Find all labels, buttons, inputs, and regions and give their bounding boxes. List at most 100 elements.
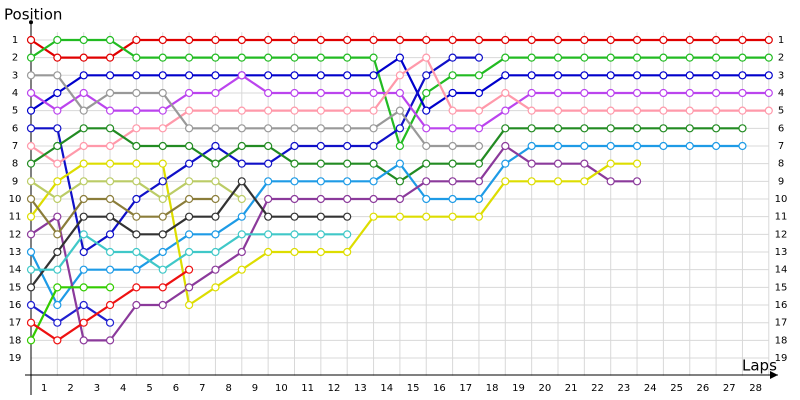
y-tick-label: 9 [12,176,18,187]
lap-marker [395,212,404,221]
lap-marker [105,247,115,257]
lap-marker [632,53,642,62]
lap-marker [132,88,141,98]
lap-marker [105,88,115,98]
lap-marker [632,124,642,133]
lap-marker [26,318,36,327]
lap-marker [185,141,194,151]
lap-marker [448,35,457,45]
lap-marker [422,212,431,221]
lap-marker [580,177,589,186]
lap-marker [685,124,694,133]
lap-marker [527,71,536,80]
lap-marker [422,177,431,186]
lap-marker [369,159,378,168]
lap-marker [26,194,36,204]
lap-marker [132,159,141,168]
lap-marker [79,159,88,168]
lap-marker [264,247,273,257]
lap-marker [105,106,115,115]
lap-marker [711,124,721,133]
lap-marker [422,53,431,62]
lap-marker [316,88,325,98]
lap-marker [685,71,694,80]
lap-marker [105,71,115,80]
lap-marker [316,53,325,62]
lap-marker [26,177,36,186]
x-tick-label: 6 [173,383,179,394]
lap-marker [237,265,246,274]
lap-marker [211,159,220,168]
lap-marker [685,141,694,151]
lap-marker [738,35,747,45]
lap-marker [53,247,62,257]
lap-marker [26,141,36,151]
y-tick-label-right: 6 [778,123,784,134]
lap-marker [79,300,88,310]
lap-marker [211,71,220,80]
lap-marker [316,247,325,257]
series-line [30,144,638,342]
y-tick-label: 7 [12,141,18,152]
lap-marker [211,194,220,204]
y-tick-label-right: 15 [775,282,788,293]
lap-marker [632,159,642,168]
y-tick-label: 12 [9,229,22,240]
x-tick-label: 28 [749,383,762,394]
lap-marker [343,106,352,115]
lap-marker [79,336,88,345]
lap-marker [395,141,404,151]
lap-marker [185,124,194,133]
lap-marker [158,177,167,186]
lap-marker [185,88,194,98]
lap-marker [395,159,404,168]
y-tick-label: 19 [9,353,22,364]
x-axis-arrow [770,371,778,379]
lap-marker [290,124,299,133]
lap-marker [105,212,115,221]
lap-marker [185,230,194,239]
lap-marker [764,106,773,115]
lap-marker [53,265,62,274]
lap-marker [343,124,352,133]
lap-marker [580,35,589,45]
lap-marker [580,141,589,151]
lap-marker [474,212,484,221]
lap-marker [79,35,88,45]
lap-marker [26,124,36,133]
lap-marker [290,230,299,239]
lap-marker [474,159,484,168]
lap-marker [343,177,352,186]
x-tick-label: 11 [301,383,314,394]
lap-marker [105,300,115,310]
lap-marker [738,53,747,62]
lap-marker [474,177,484,186]
lap-marker [527,35,536,45]
lap-marker [448,88,457,98]
y-tick-label: 4 [12,88,18,99]
lap-marker [659,88,668,98]
y-axis-title: Position [4,6,62,24]
lap-marker [474,124,484,133]
lap-marker [185,159,194,168]
y-tick-label-right: 8 [778,159,784,170]
y-axis-cap [29,20,33,25]
lap-marker [79,230,88,239]
lap-marker [185,35,194,45]
series-line [31,56,479,254]
series-line [30,197,216,236]
lap-marker [711,53,721,62]
lap-marker [580,53,589,62]
lap-marker [369,177,378,186]
lap-marker [606,177,615,186]
lap-marker [501,106,510,115]
lap-marker [553,53,563,62]
lap-marker [237,141,246,151]
lap-marker [553,71,563,80]
lap-marker [527,88,536,98]
series-line [30,162,638,307]
lap-marker [659,124,668,133]
lap-marker [105,35,115,45]
lap-marker [26,336,36,345]
lap-marker [606,141,615,151]
